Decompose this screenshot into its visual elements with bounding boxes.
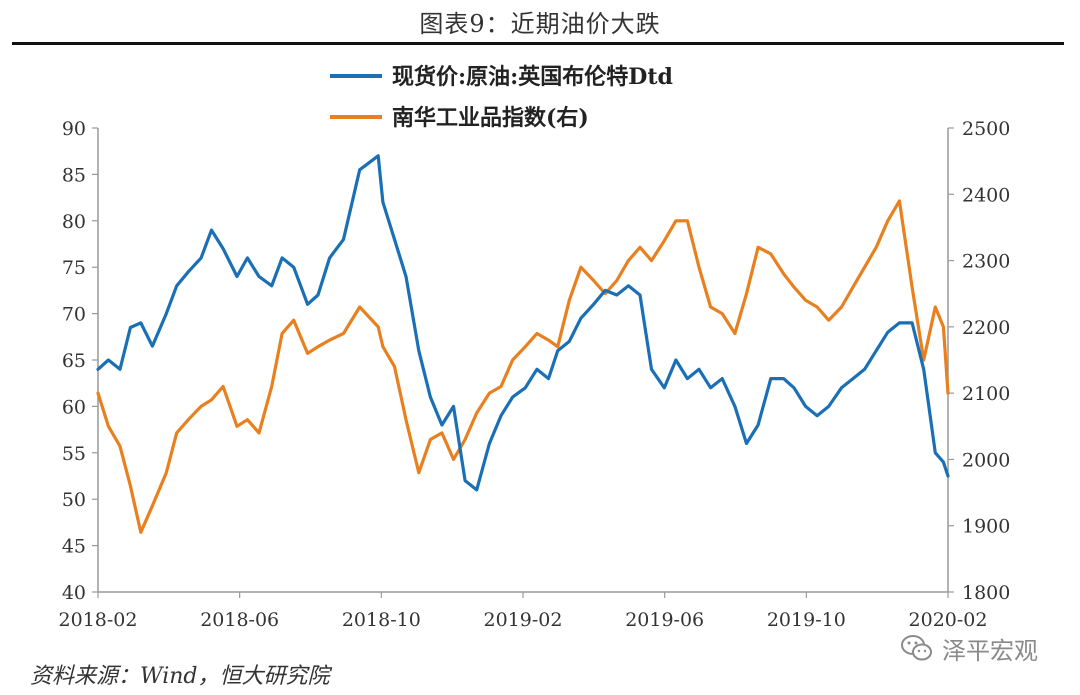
right-tick-label: 2400 (962, 184, 1010, 206)
x-tick-label: 2018-10 (342, 609, 421, 631)
legend-brent-label: 现货价:原油:英国布伦特Dtd (392, 64, 673, 90)
left-tick-label: 50 (62, 489, 86, 511)
chart-series (96, 154, 950, 534)
x-tick-label: 2019-02 (484, 609, 563, 631)
right-tick-label: 2200 (962, 317, 1010, 339)
right-tick-label: 2100 (962, 383, 1010, 405)
x-tick-label: 2018-02 (59, 609, 138, 631)
wechat-icon (901, 635, 932, 661)
watermark: 泽平宏观 (900, 630, 1038, 666)
left-tick-label: 80 (62, 211, 86, 233)
nanhua-index-line (96, 199, 950, 534)
left-tick-label: 55 (62, 443, 86, 465)
watermark-text: 泽平宏观 (942, 636, 1038, 665)
chart-axes: 40 45 50 55 60 65 70 75 80 85 90 1800 1900 2000 2100 22… (59, 118, 1011, 631)
left-tick-label: 45 (62, 536, 86, 558)
left-tick-label: 85 (62, 164, 86, 186)
right-tick-label: 2000 (962, 449, 1010, 471)
brent-crude-line (96, 154, 950, 492)
line-chart: 40 45 50 55 60 65 70 75 80 85 90 1800 1900 2000 2100 22… (59, 64, 1011, 631)
legend-nanhua-label: 南华工业品指数(右) (392, 105, 589, 131)
left-tick-label: 65 (62, 350, 86, 372)
left-tick-label: 70 (62, 304, 86, 326)
x-tick-label: 2018-06 (200, 609, 279, 631)
left-tick-label: 60 (62, 396, 86, 418)
figure-title: 图表9：近期油价大跌 (419, 10, 661, 38)
chart-legend: 现货价:原油:英国布伦特Dtd 南华工业品指数(右) (330, 64, 673, 131)
title-rule (12, 42, 1064, 45)
source-note: 资料来源：Wind，恒大研究院 (30, 664, 330, 689)
x-tick-label: 2020-02 (909, 609, 988, 631)
x-tick-label: 2019-10 (767, 609, 846, 631)
right-tick-label: 2500 (962, 118, 1010, 140)
right-tick-label: 1800 (962, 582, 1010, 604)
left-tick-label: 40 (62, 582, 86, 604)
left-tick-label: 90 (62, 118, 86, 140)
right-tick-label: 2300 (962, 251, 1010, 273)
left-tick-label: 75 (62, 257, 86, 279)
right-tick-label: 1900 (962, 516, 1010, 538)
x-tick-label: 2019-06 (625, 609, 704, 631)
